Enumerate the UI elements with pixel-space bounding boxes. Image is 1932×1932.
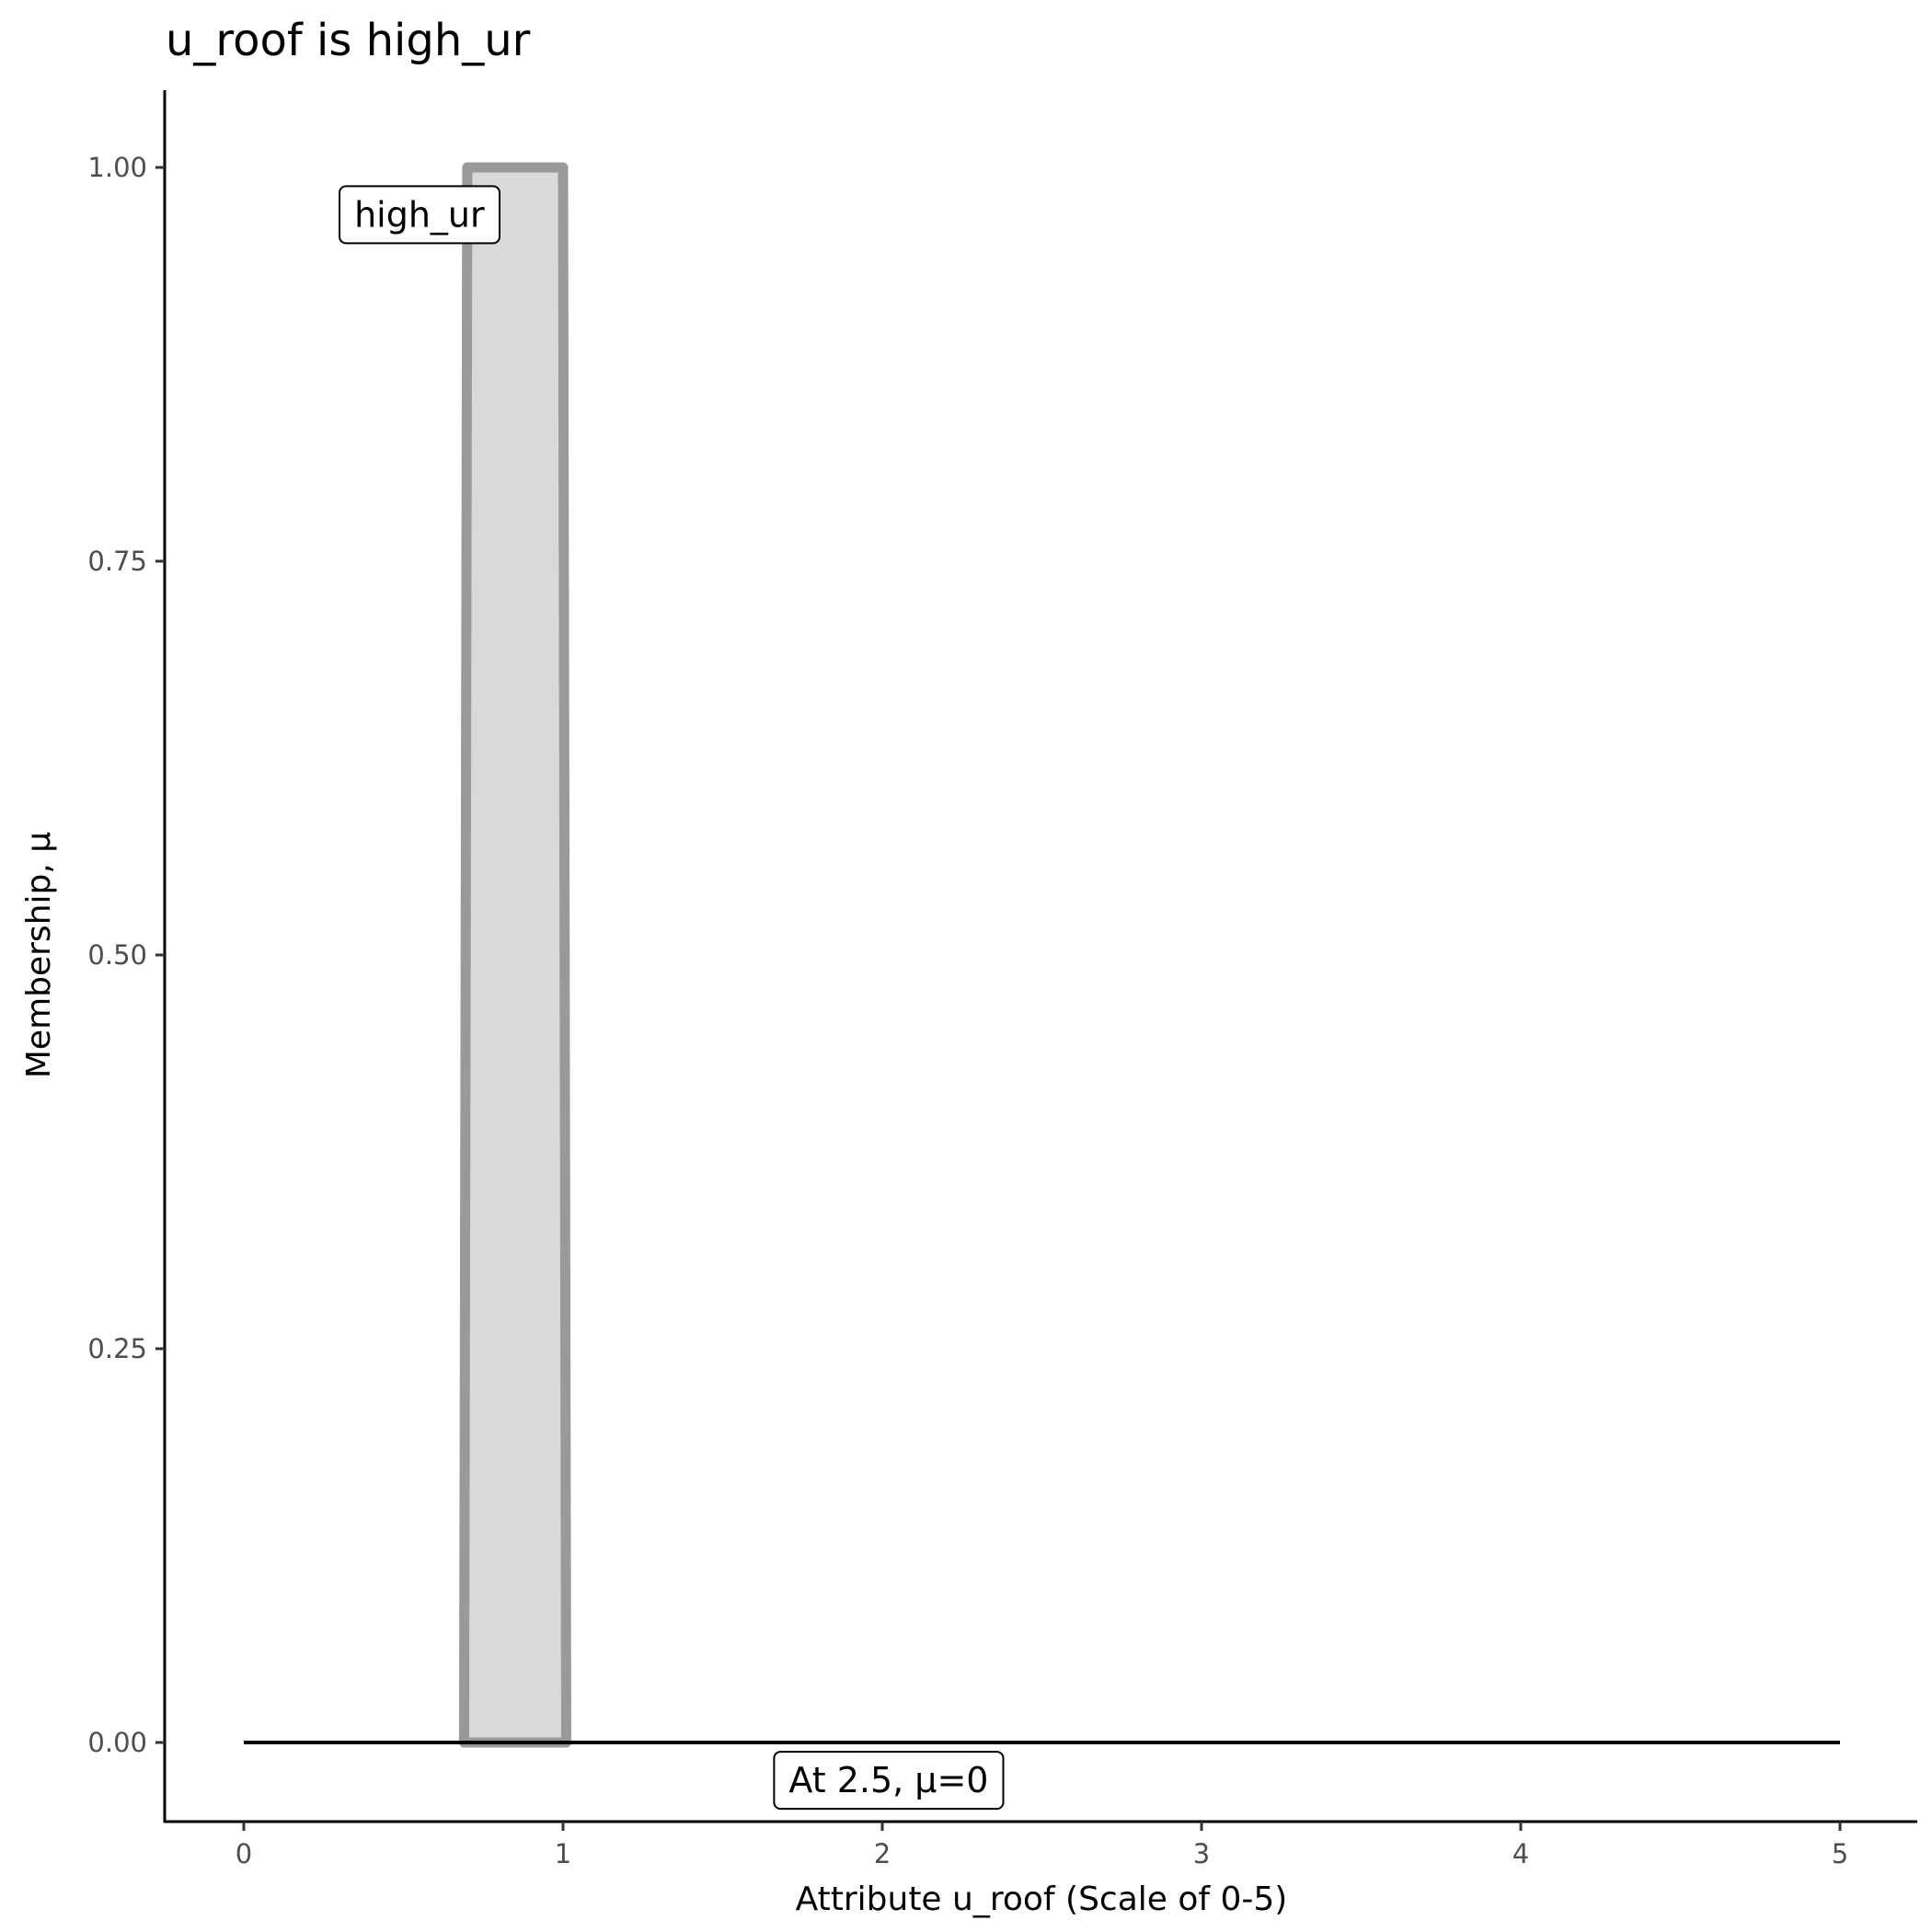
x-tick-label: 3 (1193, 1838, 1210, 1869)
annotation-text: high_ur (354, 194, 485, 235)
annotation-text: At 2.5, μ=0 (788, 1760, 988, 1800)
x-tick-label: 1 (555, 1838, 571, 1869)
y-axis-ticks: 0.00 0.25 0.50 0.75 1.00 (87, 152, 165, 1758)
y-tick-label: 1.00 (87, 152, 147, 183)
x-tick-label: 4 (1512, 1838, 1529, 1869)
y-axis-label: Membership, μ (20, 832, 58, 1078)
x-tick-label: 0 (236, 1838, 252, 1869)
chart-title: u_roof is high_ur (166, 15, 531, 66)
membership-area-high_ur (458, 162, 571, 1748)
x-tick-label: 2 (874, 1838, 891, 1869)
annotation-label: At 2.5, μ=0 (773, 1751, 1005, 1811)
x-axis-label: Attribute u_roof (Scale of 0-5) (796, 1880, 1288, 1918)
y-tick-label: 0.75 (87, 546, 147, 577)
annotation-label: high_ur (339, 185, 500, 245)
x-tick-label: 5 (1832, 1838, 1848, 1869)
y-tick-label: 0.25 (87, 1333, 147, 1364)
y-tick-label: 0.50 (87, 939, 147, 971)
annotation-box (339, 185, 500, 245)
y-tick-label: 0.00 (87, 1727, 147, 1758)
annotation-box (773, 1751, 1005, 1811)
plot-area: high_ur At 2.5, μ=0 (244, 162, 1840, 1811)
x-axis-ticks: 0 1 2 3 4 5 (236, 1822, 1848, 1869)
